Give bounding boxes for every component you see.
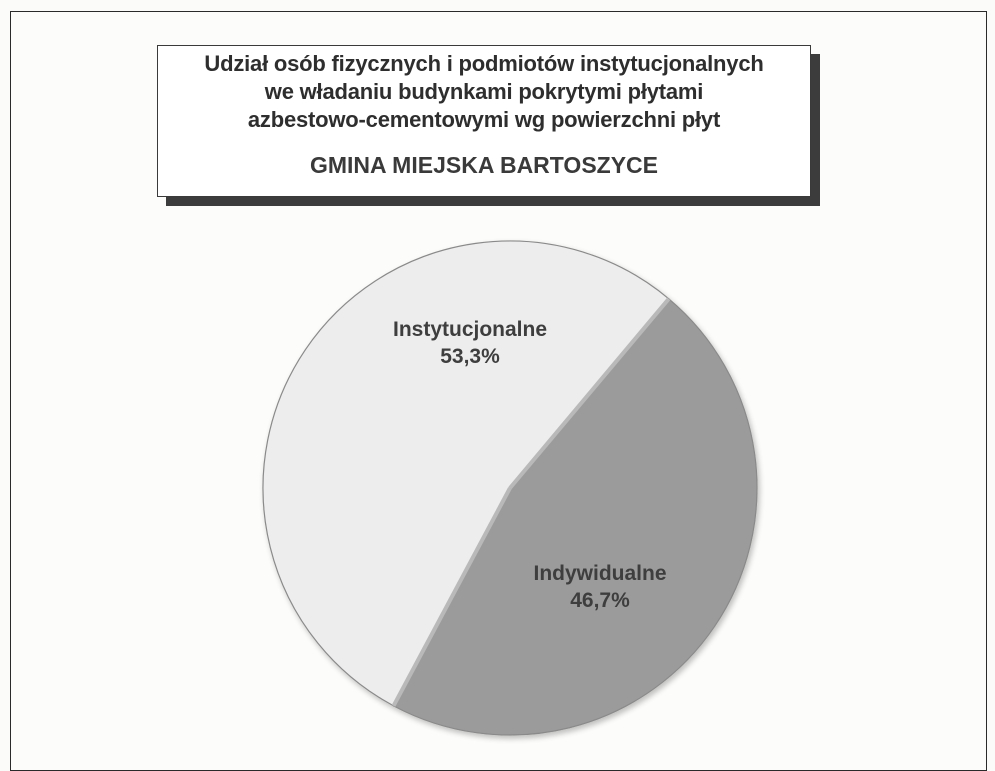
chart-title: Udział osób fizycznych i podmiotów insty… — [158, 50, 810, 134]
pie-seam-1 — [508, 297, 671, 490]
chart-title-line-2: we władaniu budynkami pokrytymi płytami — [264, 79, 704, 104]
slice-value-instytucjonalne: 53,3% — [440, 345, 500, 368]
chart-subtitle: GMINA MIEJSKA BARTOSZYCE — [309, 152, 658, 178]
chart-title-line-1: Udział osób fizycznych i podmiotów insty… — [204, 51, 764, 76]
slice-value-indywidualne: 46,7% — [570, 589, 630, 612]
slice-label-instytucjonalne: Instytucjonalne — [393, 318, 547, 341]
pie-chart: Instytucjonalne 53,3% Indywidualne 46,7% — [262, 240, 758, 736]
pie-seam-2 — [391, 487, 512, 707]
title-box: Udział osób fizycznych i podmiotów insty… — [157, 45, 811, 197]
slice-label-indywidualne: Indywidualne — [533, 562, 666, 585]
chart-title-line-3: azbestowo-cementowymi wg powierzchni pły… — [247, 107, 721, 132]
pie-slice-instytucjonalne — [262, 240, 670, 707]
pie-slice-indywidualne — [392, 297, 758, 736]
